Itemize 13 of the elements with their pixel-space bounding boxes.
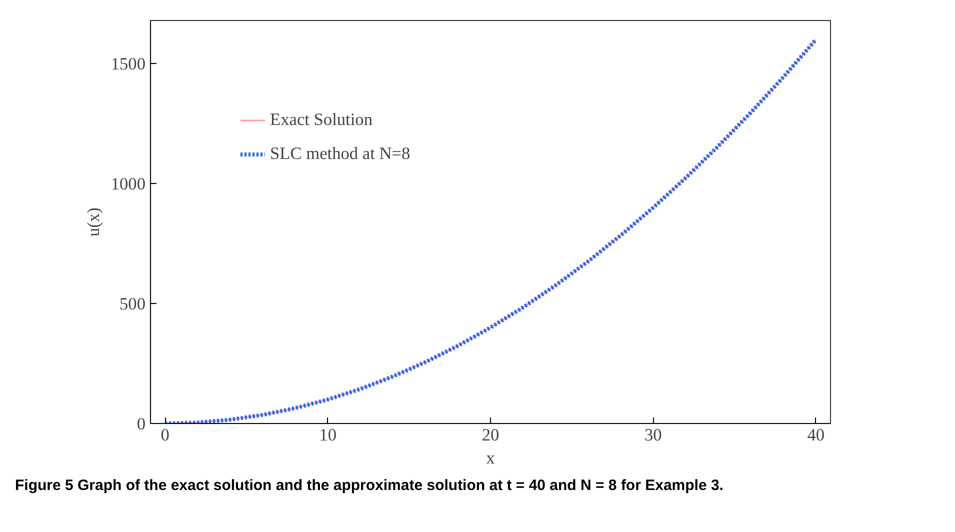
x-tick-label: 30 (644, 426, 662, 444)
x-tick-label: 0 (160, 426, 170, 444)
caption: Figure 5 Graph of the exact solution and the approximate solution at t = 40 and N = 8 for Example 3. (15, 476, 724, 496)
x-axis-title: x (486, 448, 496, 468)
x-tick-label: 20 (482, 426, 500, 444)
x-tick-label: 40 (807, 426, 825, 444)
legend-label: SLC method at N=8 (270, 144, 410, 164)
y-axis-title: u(x) (84, 207, 103, 236)
y-tick-label: 500 (120, 294, 146, 314)
x-tick-label: 10 (319, 426, 336, 444)
y-tick-label: 1000 (110, 174, 146, 194)
legend-label: Exact Solution (270, 110, 373, 130)
y-tick-label: 1500 (110, 54, 146, 74)
